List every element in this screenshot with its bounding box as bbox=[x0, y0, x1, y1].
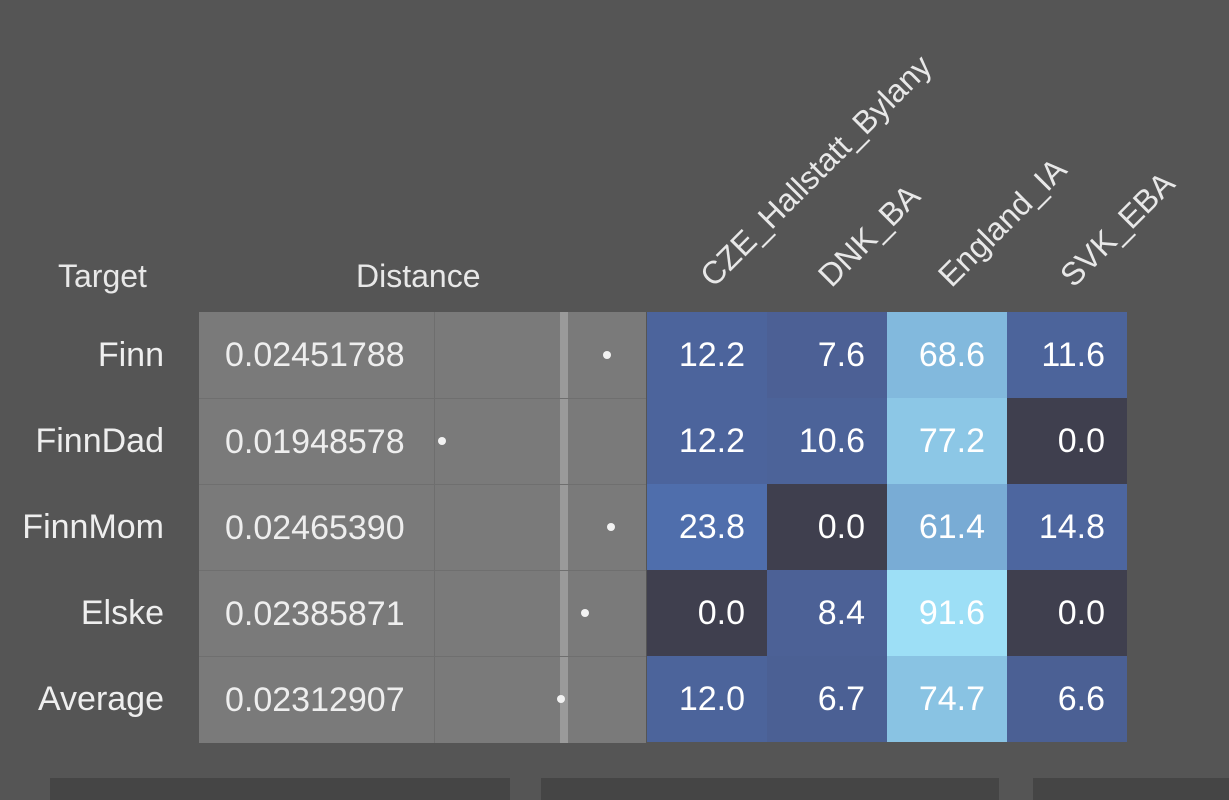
row-label-finndad: FinnDad bbox=[35, 422, 164, 460]
average-distance-line bbox=[560, 312, 568, 743]
row-label-finnmom: FinnMom bbox=[22, 508, 164, 546]
distance-dot bbox=[438, 437, 446, 445]
heatmap-cell: 23.8 bbox=[647, 484, 767, 570]
footer-panel-middle bbox=[541, 778, 999, 800]
distance-row: 0.02451788 bbox=[199, 312, 646, 398]
distance-dot bbox=[557, 695, 566, 703]
heatmap-cell: 11.6 bbox=[1007, 312, 1127, 398]
distance-value: 0.02465390 bbox=[225, 509, 405, 547]
heatmap-cell: 0.0 bbox=[767, 484, 887, 570]
heatmap-cell: 68.6 bbox=[887, 312, 1007, 398]
column-label-dnk-ba: DNK_BA bbox=[810, 177, 927, 294]
distance-panel: 0.02451788 0.01948578 0.02465390 0.02385… bbox=[199, 312, 646, 743]
distance-panel-divider bbox=[434, 312, 435, 743]
distance-column-header: Distance bbox=[356, 258, 481, 294]
column-label-svk-eba: SVK_EBA bbox=[1052, 164, 1182, 294]
distance-row: 0.02312907 bbox=[199, 656, 646, 743]
distance-dot bbox=[580, 609, 589, 617]
distance-value: 0.02385871 bbox=[225, 595, 405, 633]
heatmap-cell: 0.0 bbox=[1007, 570, 1127, 656]
heatmap-cell: 7.6 bbox=[767, 312, 887, 398]
row-label-average: Average bbox=[37, 680, 164, 718]
heatmap-cell: 74.7 bbox=[887, 656, 1007, 742]
heatmap-cell: 91.6 bbox=[887, 570, 1007, 656]
heatmap-cell: 0.0 bbox=[1007, 398, 1127, 484]
heatmap-cell: 6.7 bbox=[767, 656, 887, 742]
target-column-header: Target bbox=[58, 258, 147, 294]
heatmap-cell: 14.8 bbox=[1007, 484, 1127, 570]
row-label-elske: Elske bbox=[80, 594, 164, 632]
heatmap-cell: 6.6 bbox=[1007, 656, 1127, 742]
distance-dot bbox=[602, 351, 611, 359]
distance-value: 0.02312907 bbox=[225, 681, 405, 719]
heatmap-cell: 10.6 bbox=[767, 398, 887, 484]
distance-value: 0.02451788 bbox=[225, 336, 405, 374]
heatmap-cell: 12.2 bbox=[647, 312, 767, 398]
row-label-finn: Finn bbox=[97, 336, 164, 374]
distance-row: 0.01948578 bbox=[199, 398, 646, 485]
footer-panel-left bbox=[50, 778, 510, 800]
heatmap-cell: 12.0 bbox=[647, 656, 767, 742]
heatmap-cell: 8.4 bbox=[767, 570, 887, 656]
column-label-england-ia: England_IA bbox=[930, 150, 1074, 294]
distance-dot bbox=[607, 523, 615, 531]
column-label-cze-hallstatt-bylany: CZE_Hallstatt_Bylany bbox=[692, 47, 939, 294]
distance-value: 0.01948578 bbox=[225, 423, 405, 461]
footer-panel-right bbox=[1033, 778, 1229, 800]
distance-row: 0.02465390 bbox=[199, 484, 646, 571]
heatmap-cell: 12.2 bbox=[647, 398, 767, 484]
heatmap-cell: 61.4 bbox=[887, 484, 1007, 570]
heatmap-cell: 0.0 bbox=[647, 570, 767, 656]
distance-row: 0.02385871 bbox=[199, 570, 646, 657]
heatmap-cell: 77.2 bbox=[887, 398, 1007, 484]
